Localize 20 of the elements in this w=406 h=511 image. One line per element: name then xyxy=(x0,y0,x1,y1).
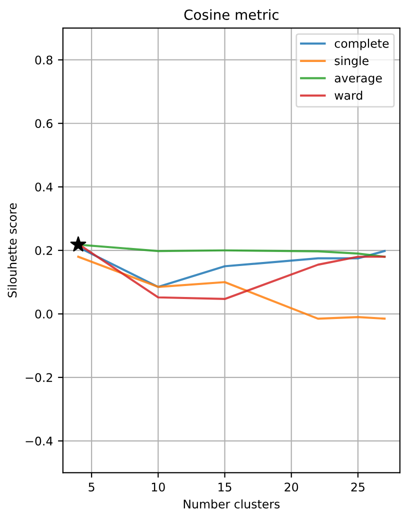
legend-label: ward xyxy=(334,90,362,100)
chart-title: Cosine metric xyxy=(184,9,278,20)
x-tick-label: 15 xyxy=(218,482,232,492)
y-axis-title: Silouhette score xyxy=(8,203,17,298)
y-tick-label: 0.0 xyxy=(35,310,52,319)
legend-label: complete xyxy=(334,38,389,50)
legend-label: average xyxy=(334,76,382,85)
y-tick-label: 0.8 xyxy=(35,56,52,65)
y-tick-label: 0.4 xyxy=(35,182,53,192)
legend-label: single xyxy=(334,56,368,68)
x-tick-label: 10 xyxy=(152,482,165,492)
x-axis-title: Number clusters xyxy=(184,499,280,509)
y-tick-label: 0.2 xyxy=(35,246,52,256)
x-tick-label: 5 xyxy=(88,482,94,492)
y-tick-label: −0.4 xyxy=(26,436,53,446)
x-tick-label: 25 xyxy=(351,482,364,492)
y-tick-label: 0.6 xyxy=(35,119,52,128)
line-series xyxy=(77,256,386,320)
x-tick-label: 20 xyxy=(284,482,298,492)
y-tick-label: −0.2 xyxy=(26,373,52,382)
